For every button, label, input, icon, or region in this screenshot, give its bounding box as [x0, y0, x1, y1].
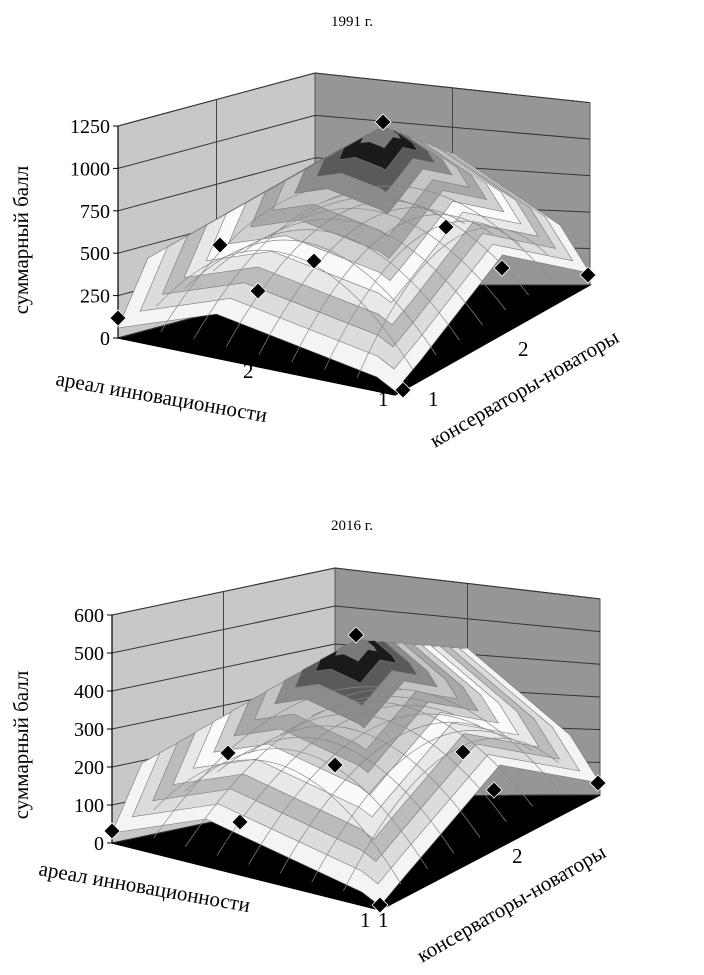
z-tick-label: 500	[80, 243, 110, 265]
data-point-marker	[249, 282, 267, 300]
surface-mesh-line	[185, 748, 428, 869]
surface-mesh-line	[258, 207, 466, 355]
surface-mesh-line	[269, 207, 506, 311]
data-point-marker	[485, 781, 503, 799]
surface-mesh-line	[216, 704, 454, 856]
z-tick-label: 1000	[70, 158, 110, 180]
z-tick-label: 200	[74, 757, 104, 779]
z-tick-label: 750	[80, 201, 110, 223]
y-axis	[379, 794, 601, 911]
surface-mesh-line	[248, 713, 481, 865]
y-axis	[394, 284, 591, 396]
x-axis-label: ареал инновационности	[54, 366, 269, 427]
surface-band	[360, 127, 401, 149]
surface-mesh-line	[356, 227, 548, 378]
surface-mesh-line	[311, 701, 533, 807]
surface-mesh-line	[184, 239, 437, 356]
x-tick-label: 1	[378, 387, 389, 411]
surface-mesh-line	[343, 688, 560, 791]
surface-mesh-line	[212, 229, 460, 341]
surface-mesh-line	[291, 214, 493, 363]
data-point-marker	[219, 744, 237, 762]
data-point-marker	[103, 822, 121, 840]
x-axis	[111, 842, 381, 911]
data-point-marker	[579, 266, 597, 284]
data-point-marker	[374, 113, 392, 131]
z-tick-label: 300	[74, 719, 104, 741]
surface-mesh-line	[184, 695, 428, 847]
data-point-marker	[326, 756, 344, 774]
chart-title-1991: 1991 г.	[331, 14, 373, 30]
y-tick-label: 2	[518, 337, 529, 361]
data-point-marker	[394, 381, 412, 399]
surface-mesh-line	[153, 759, 402, 885]
data-point-marker	[493, 259, 511, 277]
surface-mesh-line	[216, 737, 455, 854]
surface-chart-1991: 0 250 500 750 1000 1250 2 1 2 1 ареал инновационно…	[9, 72, 623, 452]
z-tick-label: 1250	[70, 116, 110, 138]
z-axis-label: суммарный балл	[9, 166, 33, 315]
z-tick-label: 600	[74, 605, 104, 627]
surface-mesh-line	[156, 249, 414, 371]
data-point-marker	[589, 774, 607, 792]
surface-mesh-line	[160, 185, 383, 332]
data-point-marker	[231, 813, 249, 831]
surface-mesh-line	[279, 721, 507, 874]
y-tick-label: 1	[428, 387, 439, 411]
z-tick-label: 250	[80, 286, 110, 308]
surface-mesh-line	[326, 185, 553, 281]
data-point-marker	[109, 309, 127, 327]
x-tick-label: 1	[360, 908, 371, 932]
surface-mesh-line	[298, 197, 530, 296]
surface-mesh-line	[279, 713, 507, 823]
surface-mesh-line	[343, 737, 559, 892]
data-point-marker	[347, 626, 365, 644]
data-point-marker	[454, 743, 472, 761]
z-tick-label: 500	[74, 643, 104, 665]
surface-mesh-line	[153, 686, 402, 839]
z-tick-label: 0	[94, 833, 104, 855]
data-point-marker	[211, 236, 229, 254]
data-point-marker	[437, 218, 455, 236]
gridline-right	[314, 72, 591, 104]
chart-title-2016: 2016 г.	[331, 518, 373, 534]
surface-mesh-line	[193, 193, 411, 340]
y-tick-label: 1	[378, 908, 389, 932]
surface-mesh-line	[324, 220, 521, 370]
x-axis	[117, 337, 396, 396]
x-tick-label: 2	[222, 836, 233, 860]
y-tick-label: 2	[512, 844, 523, 868]
z-tick-label: 0	[100, 328, 110, 350]
z-tick-label: 100	[74, 795, 104, 817]
x-tick-label: 2	[243, 359, 254, 383]
surface-mesh-line	[311, 729, 533, 883]
surface-band	[335, 639, 377, 662]
data-point-marker	[371, 896, 389, 914]
data-point-marker	[305, 252, 323, 270]
z-axis-label: суммарный балл	[9, 671, 33, 820]
z-tick-label: 400	[74, 681, 104, 703]
